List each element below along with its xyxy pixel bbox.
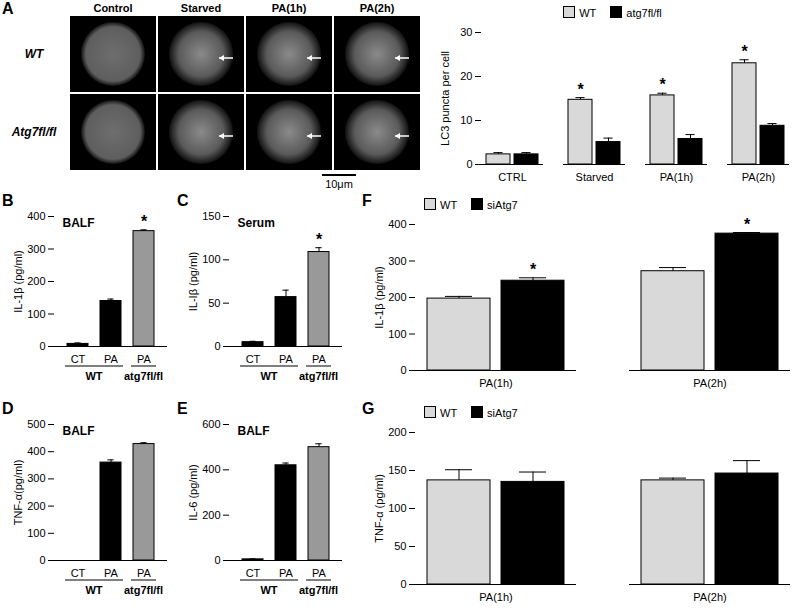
- html-text:atg7fl/fl: atg7fl/fl: [626, 7, 662, 19]
- svg-text:Starved: Starved: [181, 2, 221, 14]
- svg-text:BALF: BALF: [238, 424, 270, 438]
- svg-text:200: 200: [202, 509, 220, 521]
- svg-text:WT: WT: [85, 584, 102, 596]
- svg-text:150: 150: [202, 210, 220, 222]
- svg-text:0: 0: [400, 364, 406, 376]
- svg-text:IL-Iβ (pg/ml): IL-Iβ (pg/ml): [187, 252, 199, 312]
- svg-text:atg7fl/fl: atg7fl/fl: [299, 584, 338, 596]
- svg-text:0: 0: [214, 340, 220, 352]
- svg-text:Atg7fl/fl: Atg7fl/fl: [11, 125, 57, 139]
- svg-text:20: 20: [460, 70, 472, 82]
- html-text:siAtg7: siAtg7: [487, 407, 518, 419]
- svg-text:400: 400: [202, 463, 220, 475]
- svg-text:200: 200: [388, 426, 406, 438]
- svg-text:500: 500: [27, 418, 45, 430]
- svg-text:100: 100: [388, 502, 406, 514]
- svg-text:IL-6 (pg/ml): IL-6 (pg/ml): [187, 464, 199, 520]
- svg-text:300: 300: [27, 472, 45, 484]
- svg-text:100: 100: [27, 308, 45, 320]
- svg-text:PA(2h): PA(2h): [360, 2, 395, 14]
- svg-text:PA(1h): PA(1h): [272, 2, 307, 14]
- svg-text:0: 0: [400, 578, 406, 590]
- svg-text:WT: WT: [85, 370, 102, 382]
- html-text:B: B: [2, 192, 14, 209]
- svg-text:PA(2h): PA(2h): [693, 591, 726, 603]
- svg-text:BALF: BALF: [63, 216, 95, 230]
- svg-text:PA(1h): PA(1h): [479, 591, 512, 603]
- svg-text:WT: WT: [260, 370, 277, 382]
- svg-text:600: 600: [202, 418, 220, 430]
- svg-text:50: 50: [394, 540, 406, 552]
- svg-text:200: 200: [27, 500, 45, 512]
- html-text:C: C: [177, 192, 189, 209]
- html-text:siAtg7: siAtg7: [487, 199, 518, 211]
- html-text:WT: WT: [440, 407, 458, 419]
- svg-text:400: 400: [388, 218, 406, 230]
- svg-text:PA: PA: [137, 567, 152, 579]
- svg-text:PA(1h): PA(1h): [660, 171, 693, 183]
- svg-text:*: *: [530, 261, 537, 278]
- svg-text:TNF-α(pg/ml): TNF-α(pg/ml): [12, 460, 24, 526]
- svg-text:LC3 puncta per cell: LC3 puncta per cell: [439, 51, 451, 146]
- svg-text:*: *: [141, 213, 148, 230]
- svg-text:PA(1h): PA(1h): [479, 377, 512, 389]
- html-text:WT: WT: [579, 7, 597, 19]
- svg-text:atg7fl/fl: atg7fl/fl: [124, 584, 163, 596]
- svg-text:Serum: Serum: [238, 216, 275, 230]
- svg-text:atg7fl/fl: atg7fl/fl: [124, 370, 163, 382]
- svg-text:TNF-α (pg/ml): TNF-α (pg/ml): [373, 474, 385, 543]
- svg-text:PA: PA: [137, 353, 152, 365]
- svg-text:400: 400: [27, 445, 45, 457]
- html-text:E: E: [177, 400, 188, 417]
- svg-text:100: 100: [388, 328, 406, 340]
- svg-text:300: 300: [388, 255, 406, 267]
- svg-text:150: 150: [388, 464, 406, 476]
- svg-text:200: 200: [27, 275, 45, 287]
- html-text:A: A: [2, 0, 14, 17]
- svg-text:0: 0: [39, 554, 45, 566]
- html-text:G: G: [362, 400, 375, 417]
- svg-text:IL-1β (pg/ml): IL-1β (pg/ml): [373, 266, 385, 329]
- svg-text:200: 200: [388, 291, 406, 303]
- svg-text:CTRL: CTRL: [498, 171, 527, 183]
- svg-text:300: 300: [27, 243, 45, 255]
- svg-text:CT: CT: [71, 353, 86, 365]
- svg-text:*: *: [316, 231, 323, 248]
- svg-text:CT: CT: [246, 567, 261, 579]
- svg-text:PA(2h): PA(2h): [693, 377, 726, 389]
- svg-text:CT: CT: [71, 567, 86, 579]
- html-text:F: F: [362, 192, 372, 209]
- svg-text:PA: PA: [312, 353, 327, 365]
- svg-text:50: 50: [208, 297, 220, 309]
- svg-text:PA: PA: [104, 353, 119, 365]
- svg-text:PA: PA: [279, 353, 294, 365]
- html-text:D: D: [2, 400, 14, 417]
- svg-text:*: *: [741, 43, 748, 60]
- svg-text:*: *: [744, 216, 751, 233]
- svg-text:WT: WT: [260, 584, 277, 596]
- svg-text:Control: Control: [93, 2, 132, 14]
- svg-text:IL-1β (pg/ml): IL-1β (pg/ml): [12, 250, 24, 313]
- svg-text:10μm: 10μm: [325, 178, 353, 190]
- svg-text:100: 100: [27, 527, 45, 539]
- svg-text:PA: PA: [104, 567, 119, 579]
- html-text:WT: WT: [440, 199, 458, 211]
- svg-text:*: *: [659, 76, 666, 93]
- svg-text:BALF: BALF: [63, 424, 95, 438]
- svg-text:atg7fl/fl: atg7fl/fl: [299, 370, 338, 382]
- svg-text:100: 100: [202, 253, 220, 265]
- svg-text:PA: PA: [279, 567, 294, 579]
- svg-text:PA: PA: [312, 567, 327, 579]
- svg-text:30: 30: [460, 26, 472, 38]
- svg-text:0: 0: [39, 340, 45, 352]
- svg-text:0: 0: [466, 158, 472, 170]
- svg-text:CT: CT: [246, 353, 261, 365]
- svg-text:0: 0: [214, 554, 220, 566]
- svg-text:PA(2h): PA(2h): [742, 171, 775, 183]
- svg-text:Starved: Starved: [576, 171, 614, 183]
- svg-text:*: *: [577, 81, 584, 98]
- svg-text:WT: WT: [25, 47, 45, 61]
- svg-text:10: 10: [460, 114, 472, 126]
- svg-text:400: 400: [27, 210, 45, 222]
